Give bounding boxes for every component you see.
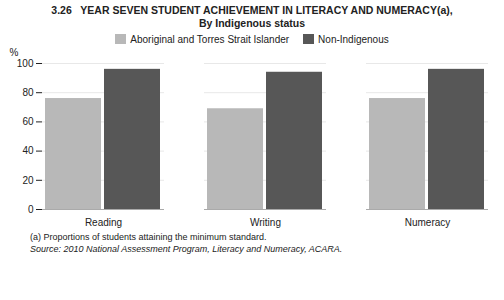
- svg-text:Writing: Writing: [250, 217, 281, 228]
- svg-text:Reading: Reading: [85, 217, 122, 228]
- svg-text:100: 100: [17, 58, 34, 69]
- svg-text:%: %: [10, 47, 19, 58]
- html-text:Source: 2010 National Assessme: Source: 2010 National Assessment Program…: [30, 244, 343, 254]
- svg-text:20: 20: [22, 175, 34, 186]
- html-text:(a) Proportions of students at: (a) Proportions of students attaining th…: [30, 232, 267, 242]
- html-text:Aboriginal and Torres Strait I: Aboriginal and Torres Strait Islander: [130, 34, 290, 45]
- html-text:3.26 YEAR SEVEN STUDENT ACHIEV: 3.26 YEAR SEVEN STUDENT ACHIEVEMENT IN L…: [51, 4, 453, 16]
- html-text:Non-Indigenous: Non-Indigenous: [318, 34, 389, 45]
- svg-text:Numeracy: Numeracy: [405, 217, 451, 228]
- svg-text:80: 80: [22, 87, 34, 98]
- svg-text:0: 0: [28, 204, 34, 215]
- html-text:By Indigenous status: By Indigenous status: [198, 17, 306, 29]
- svg-text:60: 60: [22, 116, 34, 127]
- svg-text:40: 40: [22, 145, 34, 156]
